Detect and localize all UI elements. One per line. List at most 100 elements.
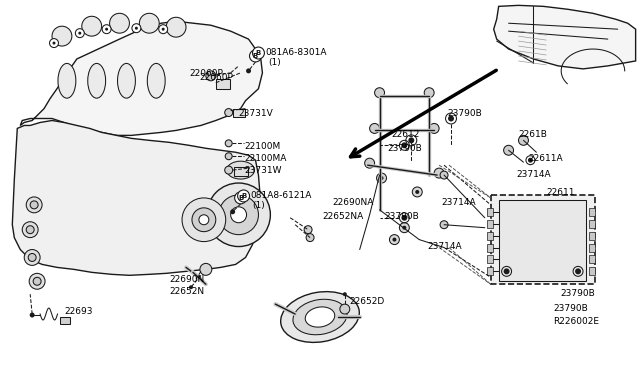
Circle shape [230,207,246,223]
Circle shape [392,238,396,241]
Ellipse shape [118,63,136,98]
Text: 22652N: 22652N [169,287,204,296]
Text: 22652D: 22652D [350,297,385,306]
Circle shape [52,26,72,46]
Circle shape [440,171,448,179]
Text: B: B [256,50,261,56]
Circle shape [504,268,509,274]
Circle shape [82,16,102,36]
Circle shape [401,215,407,221]
Text: 22060P: 22060P [189,69,223,78]
Text: 22693: 22693 [64,307,92,316]
Text: 22652NA: 22652NA [322,212,364,221]
Circle shape [189,285,193,289]
Bar [60,317,70,324]
Bar [487,256,493,263]
Bar [487,232,493,240]
Bar [589,232,595,240]
Circle shape [340,304,350,314]
Circle shape [225,140,232,147]
Ellipse shape [88,63,106,98]
Circle shape [246,68,251,73]
Circle shape [370,124,380,134]
Circle shape [135,27,138,30]
Text: 23714A: 23714A [516,170,551,179]
Bar [589,244,595,251]
Circle shape [504,145,513,155]
Text: 23714A: 23714A [427,241,462,251]
Circle shape [225,153,232,160]
Circle shape [26,226,34,234]
Text: 22690N: 22690N [169,275,204,284]
Bar [487,267,493,275]
Circle shape [376,173,387,183]
Circle shape [22,222,38,238]
Circle shape [166,17,186,37]
Bar [491,195,595,284]
Circle shape [132,24,141,33]
Text: B: B [253,53,258,59]
Text: 081A8-6121A: 081A8-6121A [250,191,312,200]
Circle shape [105,28,108,31]
Bar [234,167,248,176]
Polygon shape [20,21,262,135]
Circle shape [206,71,216,81]
Circle shape [49,39,58,48]
Circle shape [399,223,410,232]
Text: 23731W: 23731W [244,166,282,175]
Circle shape [33,277,41,285]
Bar [589,208,595,216]
Circle shape [30,201,38,209]
Circle shape [374,88,385,98]
Circle shape [225,109,233,116]
Text: 23790B: 23790B [560,289,595,298]
Circle shape [424,88,434,98]
Circle shape [76,29,84,38]
Circle shape [192,208,216,232]
Circle shape [434,168,444,178]
Text: 23790B: 23790B [553,304,588,313]
Circle shape [29,312,35,318]
Circle shape [207,183,270,247]
Circle shape [29,273,45,289]
Circle shape [237,190,250,202]
Bar [233,109,244,116]
Circle shape [429,124,439,134]
Circle shape [109,13,129,33]
Circle shape [343,292,347,296]
Circle shape [408,137,414,143]
Circle shape [440,221,448,229]
Text: 23714A: 23714A [441,198,476,207]
Text: 23731V: 23731V [239,109,273,118]
Circle shape [235,192,246,204]
Circle shape [219,195,259,235]
Bar [487,220,493,228]
Bar [499,200,586,281]
Text: (1): (1) [253,201,265,210]
Circle shape [26,197,42,213]
Circle shape [225,166,233,174]
Circle shape [159,25,168,33]
Text: 22100MA: 22100MA [244,154,287,163]
Circle shape [390,235,399,244]
Text: 081A6-8301A: 081A6-8301A [266,48,327,57]
Circle shape [304,226,312,234]
Circle shape [24,250,40,265]
Circle shape [230,209,235,214]
Ellipse shape [147,63,165,98]
Circle shape [140,13,159,33]
Circle shape [448,116,454,122]
Circle shape [52,42,56,45]
Text: B: B [241,193,246,199]
Circle shape [28,253,36,262]
Bar [487,208,493,216]
Circle shape [182,198,226,241]
Circle shape [412,187,422,197]
Text: 22690NA: 22690NA [332,198,373,207]
Circle shape [162,28,164,31]
Ellipse shape [281,292,359,342]
Text: 22612: 22612 [392,131,420,140]
Circle shape [250,50,262,62]
Bar [216,79,230,89]
Circle shape [199,215,209,225]
